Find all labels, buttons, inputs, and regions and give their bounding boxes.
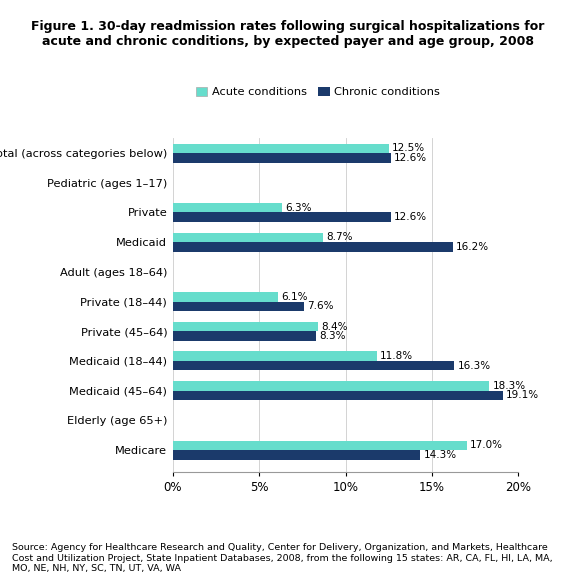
Text: Figure 1. 30-day readmission rates following surgical hospitalizations for
acute: Figure 1. 30-day readmission rates follo… — [31, 20, 545, 48]
Text: 14.3%: 14.3% — [423, 450, 457, 460]
Bar — [173, 450, 420, 460]
Text: 19.1%: 19.1% — [506, 391, 540, 400]
Text: 18.3%: 18.3% — [492, 381, 526, 391]
Legend: Acute conditions, Chronic conditions: Acute conditions, Chronic conditions — [191, 82, 445, 102]
Bar — [173, 213, 391, 222]
Text: 7.6%: 7.6% — [308, 301, 334, 311]
Text: 12.6%: 12.6% — [394, 212, 427, 222]
Bar — [173, 203, 282, 213]
Bar — [173, 322, 318, 331]
Text: Source: Agency for Healthcare Research and Quality, Center for Delivery, Organiz: Source: Agency for Healthcare Research a… — [12, 543, 552, 573]
Bar — [173, 143, 389, 153]
Bar — [173, 233, 323, 242]
Text: 17.0%: 17.0% — [470, 440, 503, 450]
Text: 16.2%: 16.2% — [456, 242, 490, 252]
Bar — [173, 391, 503, 400]
Text: 6.3%: 6.3% — [285, 203, 312, 213]
Bar — [173, 441, 467, 450]
Bar — [173, 242, 453, 252]
Bar — [173, 381, 489, 391]
Text: 8.3%: 8.3% — [320, 331, 346, 341]
Bar — [173, 361, 454, 370]
Bar — [173, 292, 278, 302]
Text: 11.8%: 11.8% — [380, 351, 414, 361]
Text: 6.1%: 6.1% — [282, 292, 308, 302]
Text: 8.7%: 8.7% — [327, 233, 353, 242]
Text: 8.4%: 8.4% — [321, 321, 348, 332]
Bar — [173, 153, 391, 162]
Bar — [173, 302, 304, 311]
Text: 12.5%: 12.5% — [392, 143, 426, 153]
Text: 16.3%: 16.3% — [458, 361, 491, 371]
Bar — [173, 331, 316, 341]
Text: 12.6%: 12.6% — [394, 153, 427, 163]
Bar — [173, 351, 377, 361]
